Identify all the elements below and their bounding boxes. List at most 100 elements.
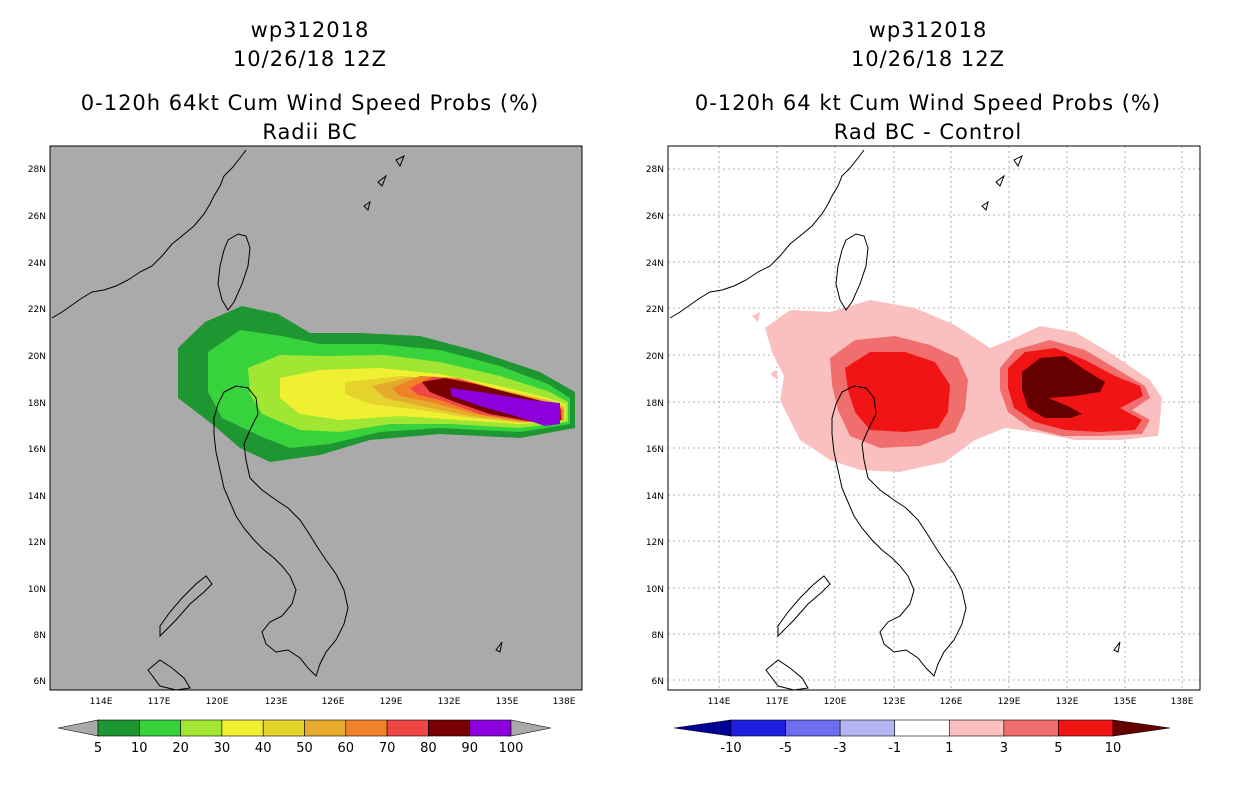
colorbar-under-arrow (673, 719, 732, 737)
lat-label: 20N (28, 352, 46, 362)
lat-label: 28N (28, 165, 46, 175)
colorbar-label: -10 (720, 741, 741, 756)
colorbar-swatch (730, 719, 786, 737)
colorbar-swatch (785, 719, 841, 737)
right-title-subtitle: Rad BC - Control (834, 120, 1023, 144)
left-coastlines (51, 149, 503, 690)
lat-label: 16N (28, 445, 46, 455)
lat-label: 10N (28, 585, 46, 595)
lat-label: 26N (646, 212, 664, 222)
lat-label: 6N (652, 677, 664, 687)
palau-island (495, 641, 503, 653)
colorbar-over-arrow (1112, 719, 1171, 737)
right-map-frame (667, 145, 1201, 691)
lon-label: 114E (90, 697, 113, 707)
lat-label: 6N (34, 677, 46, 687)
colorbar-over-arrow (510, 719, 552, 737)
colorbar-label: 10 (131, 741, 148, 756)
lat-label: 22N (646, 305, 664, 315)
lon-label: 126E (322, 697, 345, 707)
lat-label: 14N (646, 492, 664, 502)
lon-label: 129E (998, 697, 1021, 707)
lat-label: 12N (28, 538, 46, 548)
left-colorbar: 5 10 20 30 40 50 60 70 80 90 100 (57, 719, 552, 756)
palawan-island (159, 575, 213, 638)
palau-island (1113, 641, 1121, 653)
left-panel: wp312018 10/26/18 12Z 0-120h 64kt Cum Wi… (28, 18, 583, 756)
colorbar-swatch (180, 719, 223, 737)
lon-label: 117E (148, 697, 171, 707)
lat-label: 14N (28, 492, 46, 502)
left-lat-ticks: 28N 26N 24N 22N 20N 18N 16N 14N 12N 10N … (28, 165, 46, 687)
lon-label: 126E (940, 697, 963, 707)
colorbar-label: -3 (834, 741, 847, 756)
borneo-coast (765, 659, 809, 690)
taiwan-island (217, 233, 251, 311)
left-title-subtitle: Radii BC (262, 120, 357, 144)
left-title-product: 0-120h 64kt Cum Wind Speed Probs (%) (81, 91, 539, 115)
colorbar-swatch (894, 719, 950, 737)
lon-label: 114E (708, 697, 731, 707)
colorbar-label: 1 (945, 741, 953, 756)
right-difference-field (752, 300, 1162, 472)
lat-label: 28N (646, 165, 664, 175)
colorbar-label: 10 (1105, 741, 1122, 756)
right-title-product: 0-120h 64 kt Cum Wind Speed Probs (%) (695, 91, 1161, 115)
colorbar-swatch (139, 719, 181, 737)
colorbar-swatch (839, 719, 896, 737)
ryukyu-islands (363, 154, 405, 211)
palawan-island (777, 575, 831, 638)
colorbar-label: 5 (94, 741, 102, 756)
colorbar-label: -1 (888, 741, 901, 756)
lon-label: 135E (496, 697, 519, 707)
lon-label: 138E (553, 697, 576, 707)
left-lon-ticks: 114E 117E 120E 123E 126E 129E 132E 135E … (90, 697, 576, 707)
colorbar-label: 70 (379, 741, 396, 756)
colorbar-label: 30 (214, 741, 231, 756)
lat-label: 20N (646, 352, 664, 362)
right-panel: wp312018 10/26/18 12Z 0-120h 64 kt Cum W… (646, 18, 1201, 756)
colorbar-swatch (304, 719, 347, 737)
colorbar-swatch (1003, 719, 1059, 737)
lon-label: 132E (1056, 697, 1079, 707)
lon-label: 123E (883, 697, 906, 707)
right-title-date: 10/26/18 12Z (851, 47, 1005, 71)
lon-label: 138E (1171, 697, 1194, 707)
lat-label: 26N (28, 212, 46, 222)
diff-contour-10 (1022, 356, 1105, 418)
philippines-main (831, 385, 967, 677)
left-probability-field (178, 306, 575, 462)
lat-label: 8N (34, 631, 46, 641)
lat-label: 8N (652, 631, 664, 641)
lat-label: 22N (28, 305, 46, 315)
colorbar-label: 5 (1054, 741, 1062, 756)
lat-label: 10N (646, 585, 664, 595)
prob-contour-90 (450, 388, 560, 426)
colorbar-label: 3 (1000, 741, 1008, 756)
philippines-main (213, 385, 349, 677)
colorbar-swatch (262, 719, 305, 737)
right-colorbar: -10 -5 -3 -1 1 3 5 10 (673, 719, 1171, 756)
colorbar-swatch (97, 719, 140, 737)
colorbar-label: 50 (296, 741, 313, 756)
lat-label: 18N (646, 399, 664, 409)
lon-label: 129E (380, 697, 403, 707)
colorbar-label: 90 (461, 741, 478, 756)
borneo-coast (147, 659, 191, 690)
taiwan-island (835, 233, 869, 311)
colorbar-swatch (345, 719, 388, 737)
colorbar-label: 100 (499, 741, 524, 756)
diff-contour-5a (845, 352, 950, 432)
colorbar-label: 40 (255, 741, 272, 756)
colorbar-swatch (948, 719, 1005, 737)
colorbar-swatch (428, 719, 470, 737)
ryukyu-islands (981, 154, 1023, 211)
right-lon-ticks: 114E 117E 120E 123E 126E 129E 132E 135E … (708, 697, 1194, 707)
china-coastline (669, 149, 865, 319)
lon-label: 117E (766, 697, 789, 707)
left-title-date: 10/26/18 12Z (233, 47, 387, 71)
lon-label: 135E (1114, 697, 1137, 707)
lon-label: 123E (265, 697, 288, 707)
lat-label: 12N (646, 538, 664, 548)
